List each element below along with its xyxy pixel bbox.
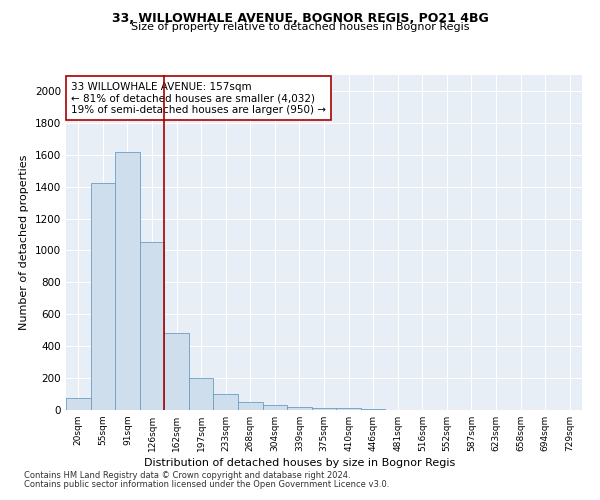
Bar bbox=[214, 394, 238, 410]
Text: 33, WILLOWHALE AVENUE, BOGNOR REGIS, PO21 4BG: 33, WILLOWHALE AVENUE, BOGNOR REGIS, PO2… bbox=[112, 12, 488, 26]
Text: 33 WILLOWHALE AVENUE: 157sqm
← 81% of detached houses are smaller (4,032)
19% of: 33 WILLOWHALE AVENUE: 157sqm ← 81% of de… bbox=[71, 82, 326, 115]
Bar bbox=[336, 408, 361, 410]
Y-axis label: Number of detached properties: Number of detached properties bbox=[19, 155, 29, 330]
Text: Contains public sector information licensed under the Open Government Licence v3: Contains public sector information licen… bbox=[24, 480, 389, 489]
Bar bbox=[164, 334, 189, 410]
Text: Contains HM Land Registry data © Crown copyright and database right 2024.: Contains HM Land Registry data © Crown c… bbox=[24, 471, 350, 480]
Bar bbox=[91, 182, 115, 410]
Bar bbox=[361, 409, 385, 410]
Text: Size of property relative to detached houses in Bognor Regis: Size of property relative to detached ho… bbox=[131, 22, 469, 32]
Bar bbox=[189, 378, 214, 410]
Text: Distribution of detached houses by size in Bognor Regis: Distribution of detached houses by size … bbox=[145, 458, 455, 468]
Bar bbox=[287, 407, 312, 410]
Bar bbox=[238, 402, 263, 410]
Bar bbox=[312, 408, 336, 410]
Bar bbox=[115, 152, 140, 410]
Bar bbox=[66, 398, 91, 410]
Bar bbox=[140, 242, 164, 410]
Bar bbox=[263, 405, 287, 410]
